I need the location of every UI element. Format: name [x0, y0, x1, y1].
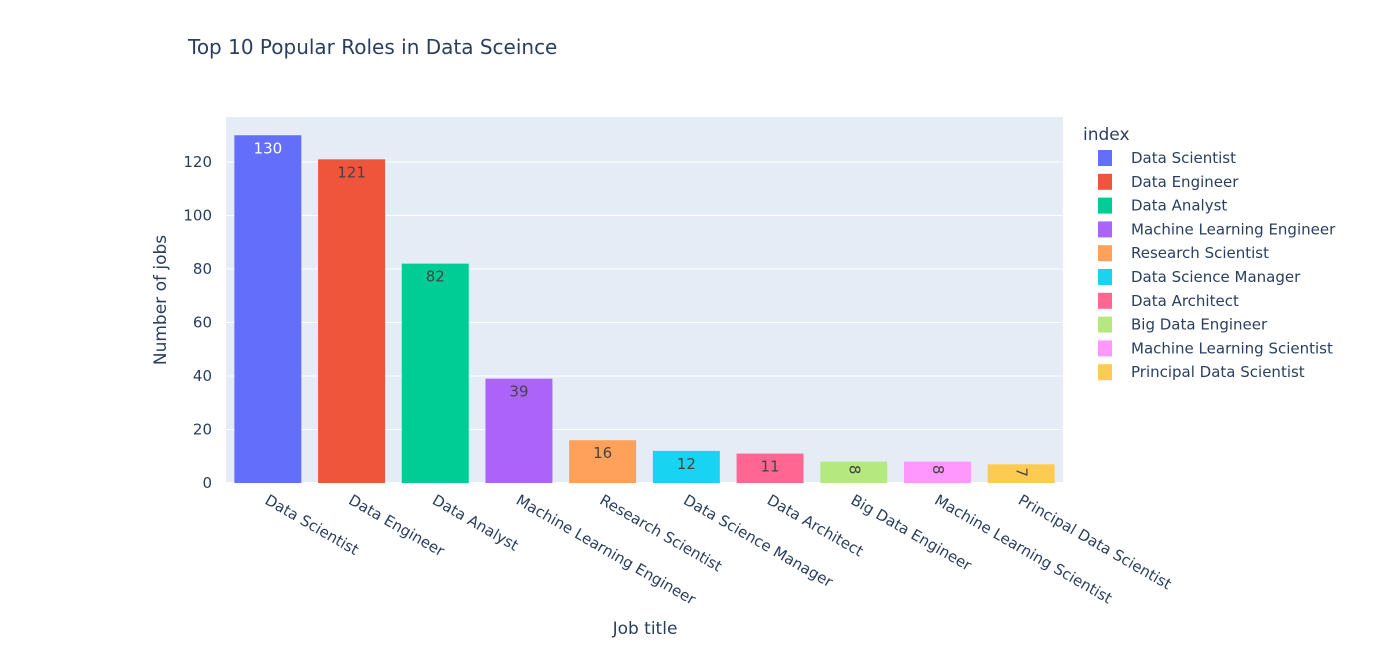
legend-item-label[interactable]: Data Engineer — [1131, 173, 1239, 191]
y-axis-ticks: 0 20 40 60 80 100 120 — [183, 153, 212, 492]
chart-title: Top 10 Popular Roles in Data Sceince — [187, 35, 557, 59]
legend-swatch[interactable] — [1098, 245, 1112, 262]
legend-title: index — [1083, 125, 1130, 145]
legend-swatch[interactable] — [1098, 364, 1112, 381]
y-tick-label: 20 — [193, 421, 212, 439]
legend-item-label[interactable]: Research Scientist — [1131, 244, 1269, 262]
bar-value-label: 121 — [337, 163, 366, 181]
legend-item-label[interactable]: Principal Data Scientist — [1131, 363, 1305, 381]
legend-swatch[interactable] — [1098, 197, 1112, 214]
bar — [485, 378, 553, 483]
x-tick-label: Principal Data Scientist — [1015, 491, 1175, 593]
bar-value-label: 82 — [426, 268, 445, 286]
bar — [987, 464, 1055, 483]
bar — [736, 453, 804, 483]
bar — [820, 461, 888, 483]
legend-swatch[interactable] — [1098, 269, 1112, 285]
legend-item-label[interactable]: Data Scientist — [1131, 149, 1236, 167]
x-tick-label: Data Scientist — [262, 491, 362, 559]
legend-swatch[interactable] — [1098, 340, 1112, 357]
legend-item-label[interactable]: Machine Learning Engineer — [1131, 220, 1336, 238]
y-tick-label: 60 — [193, 314, 212, 332]
bar-value-label: 7 — [1013, 468, 1031, 478]
legend-swatch[interactable] — [1098, 150, 1112, 166]
y-tick-label: 40 — [193, 367, 212, 385]
bar-value-label: 39 — [509, 383, 528, 401]
x-tick-label: Data Science Manager — [680, 491, 836, 592]
legend-swatch[interactable] — [1098, 221, 1112, 238]
y-tick-label: 0 — [202, 474, 212, 492]
y-axis-title: Number of jobs — [151, 235, 171, 365]
bar — [318, 159, 386, 483]
bar — [569, 440, 637, 483]
bar-value-label: 8 — [929, 465, 947, 475]
legend-item-label[interactable]: Data Architect — [1131, 292, 1239, 310]
bar — [903, 461, 971, 483]
bar — [401, 263, 469, 483]
legend-item-label[interactable]: Data Analyst — [1131, 197, 1227, 215]
bar-value-label: 11 — [761, 458, 780, 476]
y-tick-label: 100 — [183, 207, 212, 225]
y-tick-label: 120 — [183, 153, 212, 171]
bar-value-label: 8 — [845, 465, 863, 475]
bar-value-label: 16 — [593, 444, 612, 462]
legend-item-label[interactable]: Big Data Engineer — [1131, 316, 1268, 334]
legend-swatch[interactable] — [1098, 173, 1112, 190]
legend-swatch[interactable] — [1098, 292, 1112, 309]
bar-value-label: 130 — [254, 139, 283, 157]
bar-value-label: 12 — [677, 455, 696, 473]
bar — [652, 450, 720, 483]
x-axis-title: Job title — [612, 619, 678, 639]
bar — [234, 135, 302, 483]
bars: 130 121 82 39 16 12 11 8 8 7 — [234, 135, 1055, 483]
legend: Data Scientist Data Engineer Data Analyst M… — [1098, 149, 1336, 381]
legend-item-label[interactable]: Data Science Manager — [1131, 268, 1301, 286]
legend-item-label[interactable]: Machine Learning Scientist — [1131, 339, 1333, 357]
legend-swatch[interactable] — [1098, 316, 1112, 333]
y-tick-label: 80 — [193, 260, 212, 278]
